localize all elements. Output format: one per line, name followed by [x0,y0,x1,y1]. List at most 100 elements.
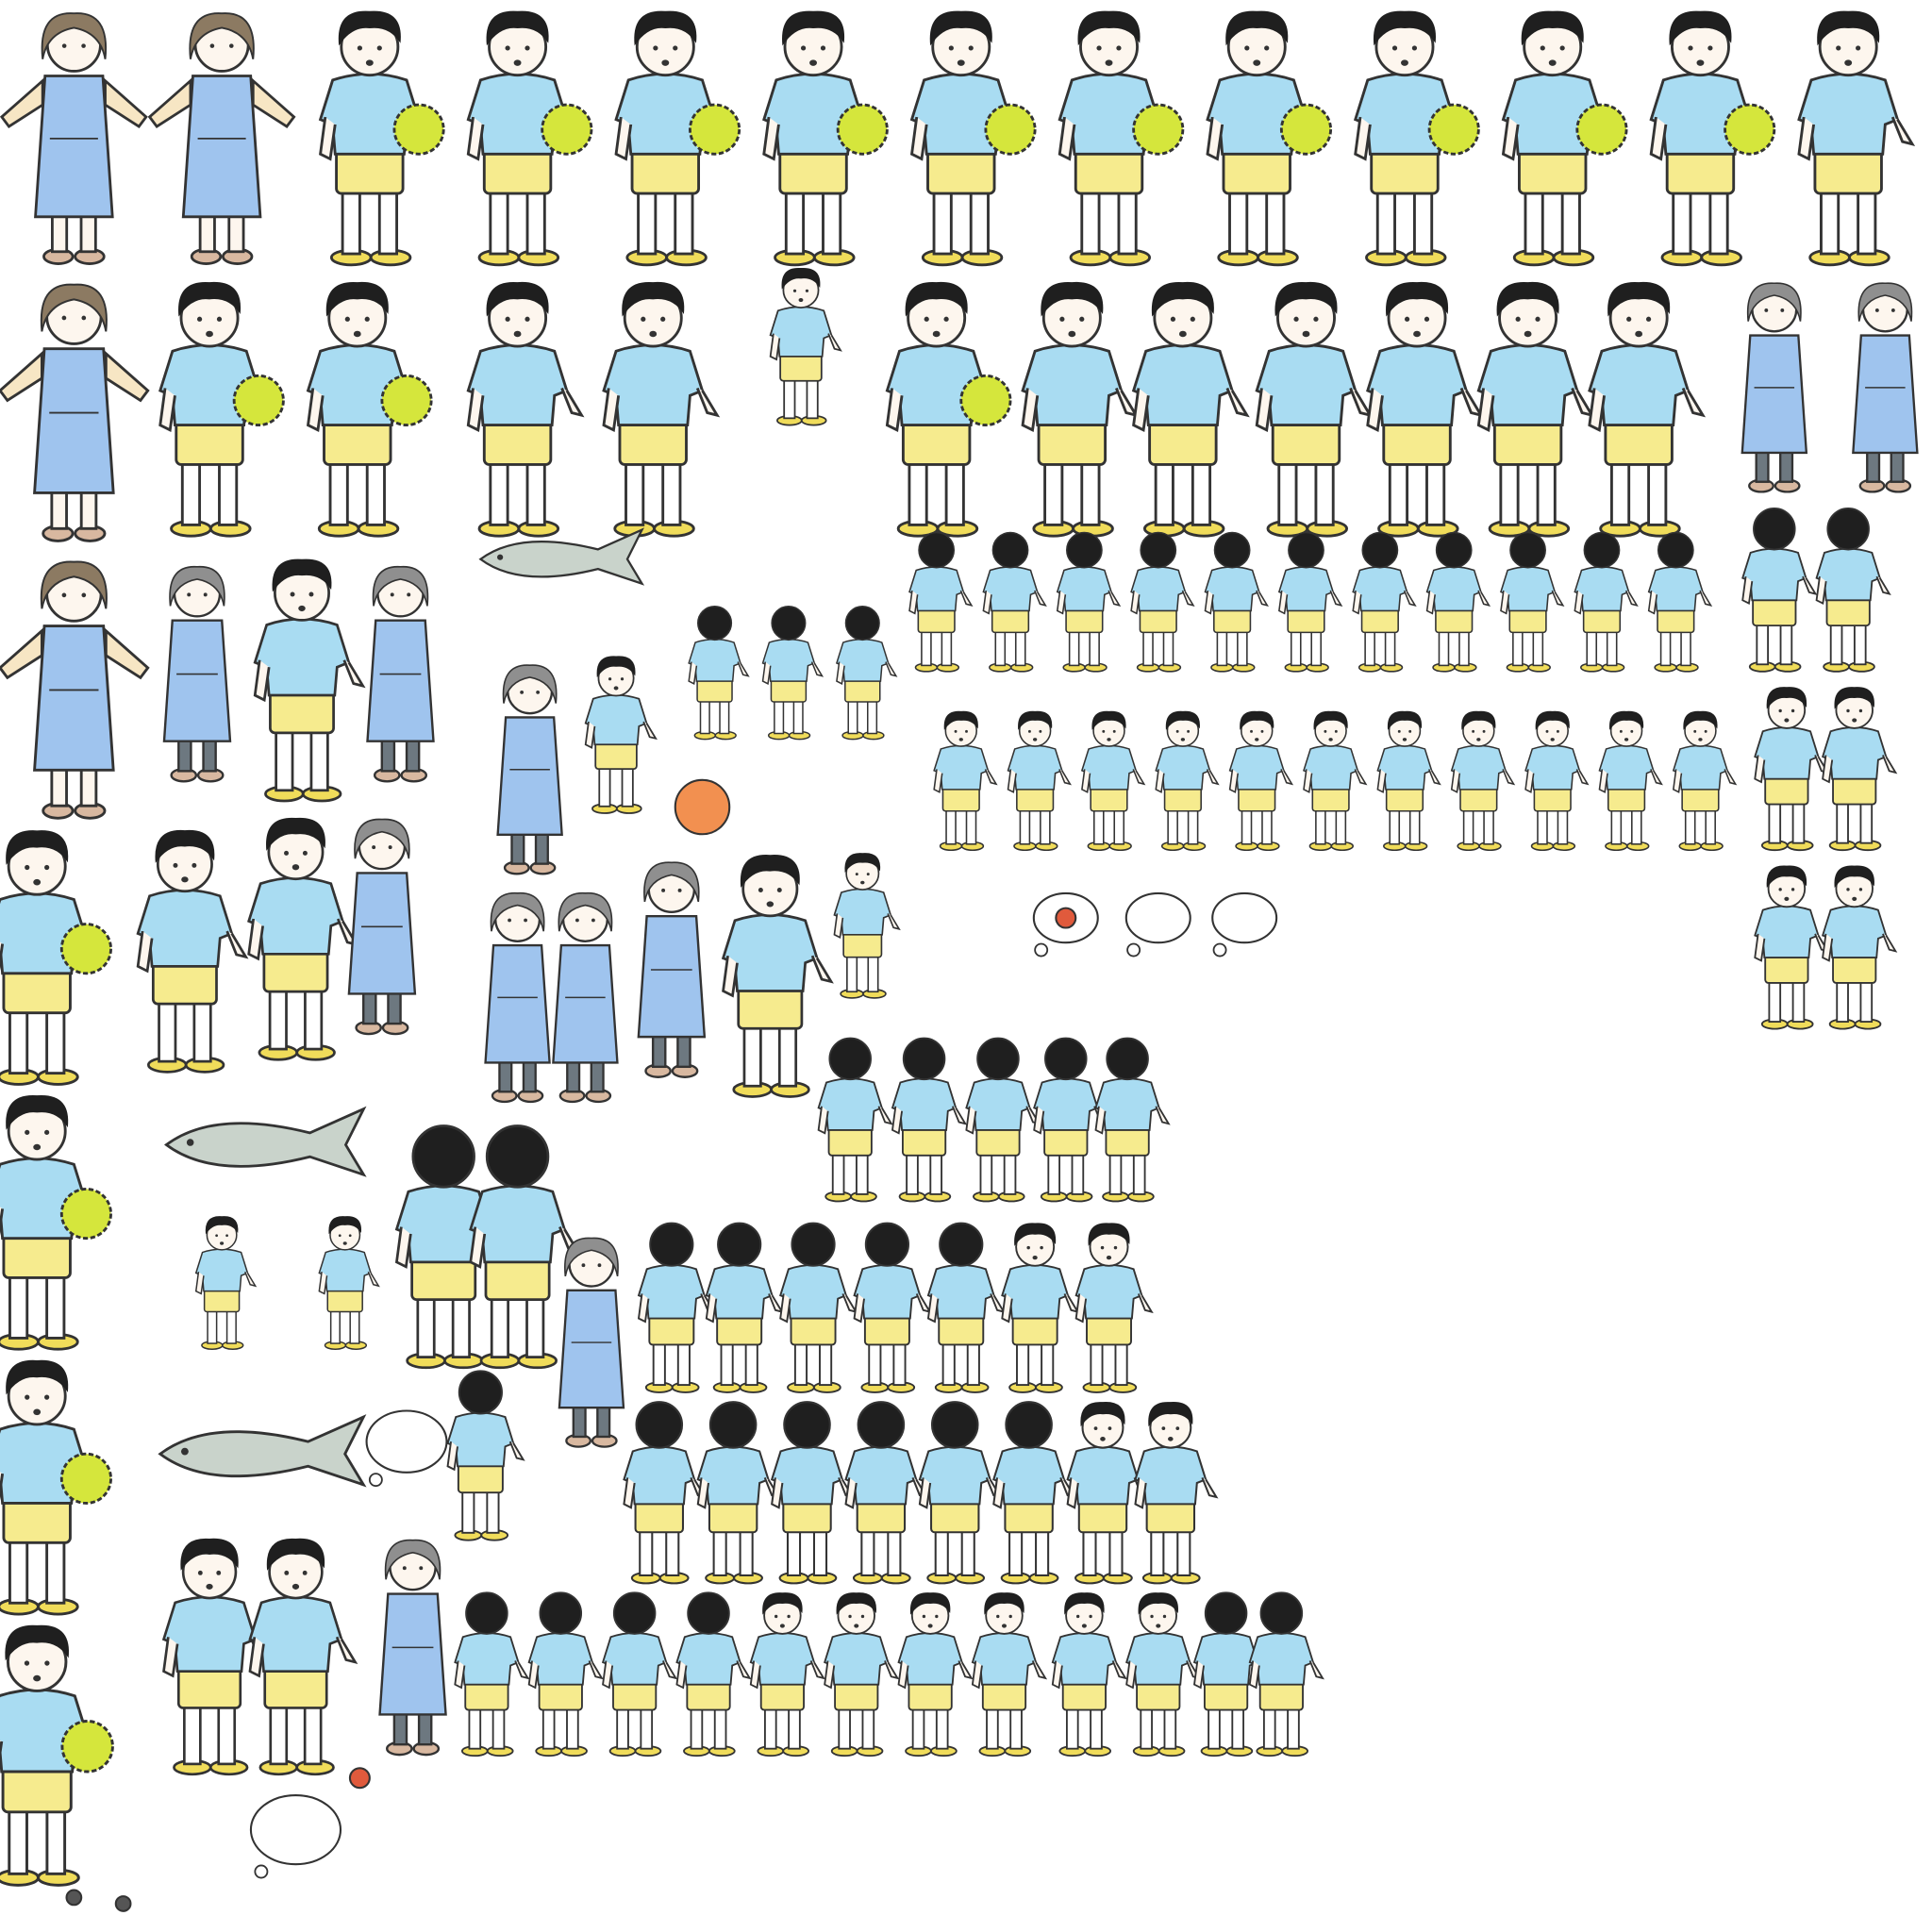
boy-back-sprite [1425,531,1491,673]
hair [558,891,613,932]
mouth [33,1408,42,1416]
eye [661,888,666,892]
leg [1408,805,1421,845]
leg [45,1532,66,1605]
eye [965,729,968,733]
arm [1058,116,1076,161]
hair [1240,710,1274,730]
head [1259,1591,1304,1635]
leg [892,1338,907,1387]
leg [868,1338,882,1387]
arm [466,388,485,433]
eye [372,845,376,850]
arm [584,721,596,749]
shirt [1134,1445,1208,1506]
hair [1766,687,1807,709]
eye [1079,316,1085,322]
arm [810,955,834,984]
leg [1176,1524,1191,1576]
leg [1384,626,1396,667]
eye [290,591,295,597]
leg [1228,183,1249,256]
boy-sprite [1501,10,1628,267]
durian [59,1452,112,1505]
eye [1545,729,1549,733]
durian [541,103,593,156]
hair [634,10,697,46]
leg [774,696,785,735]
arm [1201,1477,1219,1499]
leg [1586,626,1598,667]
eye [1619,729,1623,733]
leg [1779,619,1793,666]
head [857,1401,906,1449]
shirt [1228,744,1285,791]
leg [674,183,694,256]
arm [1588,388,1606,433]
eye [1515,316,1521,322]
leg [309,723,329,792]
hair [1746,282,1802,322]
lady-sprite [0,12,148,265]
arm [1081,769,1091,793]
arm [623,1477,636,1509]
arm [769,333,781,361]
shirt [965,1077,1031,1131]
mouth [1081,1624,1087,1628]
arm [810,661,824,677]
head [1753,507,1796,551]
leg [1524,183,1544,256]
hair [1077,10,1141,46]
hair [1064,1592,1105,1615]
leg [461,1486,475,1534]
hair [782,10,845,46]
hair [272,558,332,592]
eye [776,888,782,893]
boy-back-sprite [705,1222,784,1393]
shirt [675,1632,741,1686]
leg [180,454,202,526]
eye [774,1614,778,1619]
leg [934,1524,949,1576]
arm [1427,769,1441,786]
leg [1092,805,1105,845]
leg [1216,626,1228,667]
boy-back-sprite [1204,531,1269,673]
boy-back-sprite [1094,1037,1171,1203]
eye [1764,308,1769,312]
leg [1163,1703,1177,1750]
arm [1354,116,1372,161]
arm [1598,769,1608,793]
leg [1261,805,1273,845]
shirt [926,1263,995,1320]
eye [1162,1614,1167,1619]
arm [768,1293,784,1314]
eye [1397,729,1401,733]
eye [1264,45,1270,51]
eye [308,591,314,597]
shirt [248,1595,343,1673]
arm [560,387,585,418]
shirt [1797,72,1900,156]
shirt [1741,547,1807,602]
eye [1778,888,1782,891]
eye [1540,45,1545,51]
eye [1858,888,1863,891]
eye [1027,729,1031,733]
boy-sprite [1754,687,1830,852]
boy-sprite [0,1624,114,1887]
boy-sprite [1797,10,1916,267]
durian [688,103,741,156]
boy-sprite [1588,281,1707,538]
eye [1836,45,1841,51]
boy-back-sprite [601,1591,678,1757]
arm [1031,1660,1048,1680]
boy-back-sprite [1277,531,1343,673]
shirt [908,566,965,612]
hair [1080,1402,1125,1427]
arm [1193,1660,1205,1690]
shirt [1094,1077,1160,1131]
shirt [1066,1445,1140,1506]
eye [1846,708,1850,713]
mouth [1844,59,1853,66]
